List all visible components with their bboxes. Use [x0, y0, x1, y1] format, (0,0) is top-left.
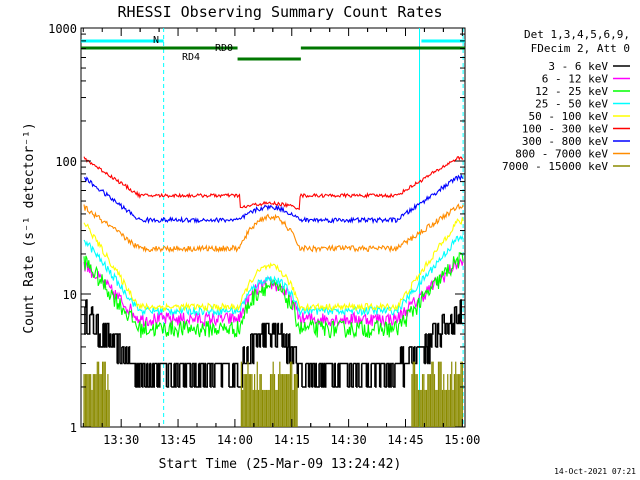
x-tick-label: 14:45 [387, 433, 423, 447]
x-tick-label: 13:45 [160, 433, 196, 447]
y-tick-label: 10 [63, 288, 77, 302]
x-tick-label: 14:00 [217, 433, 253, 447]
series-7 [83, 203, 464, 254]
y-axis: 1 10 100 1000 [48, 22, 465, 435]
legend-header-1: Det 1,3,4,5,6,9, [524, 28, 630, 41]
flag-n-label: N [153, 35, 159, 46]
series-line [83, 203, 464, 254]
series-6 [84, 173, 464, 225]
chart-title: RHESSI Observing Summary Count Rates [117, 3, 442, 21]
flag-bars: N RD0 RD4 [81, 28, 465, 427]
x-tick-label: 14:30 [331, 433, 367, 447]
series-line [83, 216, 464, 313]
x-tick-label: 14:15 [274, 433, 310, 447]
series-layer [83, 156, 464, 427]
footer-timestamp: 14-Oct-2021 07:21 [554, 467, 636, 476]
series-line [83, 156, 464, 211]
legend-label-1: 6 - 12 keV [542, 73, 609, 86]
legend-label-4: 50 - 100 keV [529, 110, 609, 123]
legend-label-3: 25 - 50 keV [535, 98, 608, 111]
y-tick-label: 1000 [48, 22, 77, 36]
legend-header-2: FDecim 2, Att 0 [531, 42, 630, 55]
flag-rd4-label: RD4 [182, 52, 200, 63]
legend-label-7: 800 - 7000 keV [515, 148, 608, 161]
series-1 [83, 257, 464, 328]
y-tick-label: 100 [55, 155, 77, 169]
x-tick-label: 15:00 [444, 433, 480, 447]
legend: Det 1,3,4,5,6,9, FDecim 2, Att 0 3 - 6 k… [502, 28, 630, 173]
x-axis: 13:30 13:45 14:00 14:15 14:30 14:45 15:00 [82, 28, 480, 447]
series-8 [83, 361, 463, 427]
x-axis-label: Start Time (25-Mar-09 13:24:42) [159, 457, 402, 472]
x-tick-label: 13:30 [103, 433, 139, 447]
series-4 [83, 216, 464, 313]
legend-label-0: 3 - 6 keV [548, 60, 608, 73]
flag-rd0-label: RD0 [215, 43, 233, 54]
series-5 [83, 156, 464, 211]
series-line [83, 257, 464, 328]
legend-label-8: 7000 - 15000 keV [502, 160, 608, 173]
y-tick-label: 1 [70, 421, 77, 435]
series-line [84, 173, 464, 225]
legend-label-6: 300 - 800 keV [522, 135, 608, 148]
y-axis-label: Count Rate (s⁻¹ detector⁻¹) [22, 122, 37, 333]
legend-label-5: 100 - 300 keV [522, 123, 608, 136]
legend-label-2: 12 - 25 keV [535, 85, 608, 98]
